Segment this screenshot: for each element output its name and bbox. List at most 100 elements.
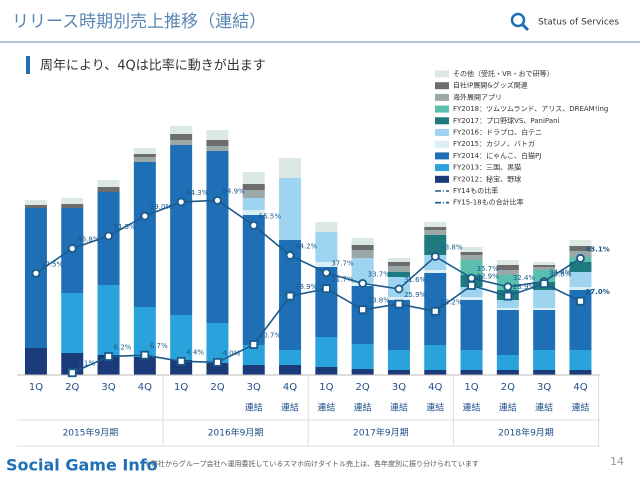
bar-segment <box>496 300 519 308</box>
legend-label: FY2015：カジノ、バトガ <box>453 139 535 148</box>
data-label: 23.8% <box>368 297 391 305</box>
data-label: 28.9% <box>513 283 536 291</box>
bar-segment <box>387 370 410 375</box>
bar-segment <box>242 184 265 190</box>
data-label: 23.2% <box>440 298 463 306</box>
line-marker <box>430 306 440 316</box>
line-marker <box>321 268 331 278</box>
data-label: 25.9% <box>404 291 427 299</box>
legend-label: FY14もの比率 <box>453 186 498 195</box>
x-sublabel: 連結 <box>390 402 408 414</box>
x-tick-label: 1Q <box>174 382 188 393</box>
bar-segment <box>242 190 265 198</box>
bar-segment <box>460 247 483 252</box>
data-label: 46.8% <box>77 236 100 244</box>
group-label: 2018年9月期 <box>498 427 554 439</box>
line-marker <box>176 356 186 366</box>
bar-segment <box>569 287 592 290</box>
line-marker <box>394 284 404 294</box>
bar-segment <box>533 265 556 267</box>
bar-segment <box>315 262 338 267</box>
bar-segment <box>242 210 265 215</box>
data-label: 64.9% <box>222 187 245 195</box>
bar-segment <box>206 363 229 375</box>
bar-segment <box>387 266 410 272</box>
bar-segment <box>351 245 374 250</box>
x-sublabel: 連結 <box>281 402 299 414</box>
data-label: 32.4% <box>513 274 536 282</box>
bar-segment <box>569 370 592 375</box>
bar-segment <box>496 370 519 375</box>
x-tick-label: 2Q <box>65 382 79 393</box>
bar-segment <box>460 300 483 350</box>
data-label: 44.2% <box>295 242 318 250</box>
line-marker <box>140 211 150 221</box>
x-tick-label: 1Q <box>464 382 478 393</box>
bar-segment <box>206 140 229 146</box>
data-label: 0.1% <box>77 360 95 368</box>
bar-segment <box>496 270 519 275</box>
group-label: 2016年9月期 <box>208 427 264 439</box>
data-label: 6.2% <box>114 344 132 352</box>
data-label: 31.7% <box>331 276 354 284</box>
group-label: 2017年9月期 <box>353 427 409 439</box>
bar-segment <box>170 134 193 140</box>
legend-label: 自社IP展開&グッズ関連 <box>453 81 528 90</box>
subtitle: 周年により、4Qは比率に動きが出ます <box>40 58 266 74</box>
line-marker <box>576 296 585 306</box>
legend-swatch <box>435 140 449 148</box>
bar-segment <box>315 367 338 375</box>
bar-segment <box>496 308 519 310</box>
data-label: 33.6% <box>549 271 572 279</box>
data-label: 28.9% <box>295 283 318 291</box>
bar-segment <box>61 198 84 204</box>
bar-segment <box>351 344 374 369</box>
legend-swatch <box>435 105 449 113</box>
bar-segment <box>133 162 156 307</box>
x-tick-label: 4Q <box>138 382 152 393</box>
bar-segment <box>424 370 447 375</box>
legend-swatch <box>435 129 449 136</box>
bar-segment <box>460 287 483 297</box>
bar-segment <box>315 267 338 337</box>
bar-segment <box>569 246 592 251</box>
bar-segment <box>460 255 483 260</box>
bar-segment <box>279 365 302 375</box>
line-marker <box>67 368 77 378</box>
legend-label: FY2014：にゃんこ、白猫PJ <box>453 151 541 160</box>
bar-segment <box>279 158 302 178</box>
bar-segment <box>170 126 193 134</box>
x-tick-label: 4Q <box>283 382 297 393</box>
line-marker <box>321 284 331 294</box>
line-marker <box>285 251 295 260</box>
legend-label: FY15-18もの合計比率 <box>453 198 524 207</box>
bar-segment <box>533 350 556 370</box>
bar-segment <box>24 200 47 205</box>
line-marker <box>358 305 368 315</box>
bar-segment <box>569 290 592 350</box>
bar-segment <box>460 252 483 255</box>
title: リリース時期別売上推移（連結） <box>12 12 266 32</box>
line-marker <box>430 252 440 261</box>
line-marker <box>104 231 113 241</box>
bar-segment <box>351 369 374 375</box>
x-tick-label: 3Q <box>247 382 261 393</box>
line-marker <box>249 340 259 349</box>
bar-segment <box>424 227 447 230</box>
legend-label: その他（受託・VR・おで研等） <box>453 69 554 78</box>
legend-label: FY2018：ツムツムランド、アリス、DREAM!ing <box>453 105 608 113</box>
bar-segment <box>24 348 47 375</box>
tagline: Status of Services <box>538 18 619 28</box>
x-sublabel: 連結 <box>571 402 589 414</box>
bar-segment <box>533 270 556 282</box>
bar-segment <box>496 310 519 355</box>
bar-segment <box>533 308 556 310</box>
legend-swatch <box>435 93 449 101</box>
chart: 1Q 2Q 3Q 4Q 1Q 2Q 3Q 連結 4Q 連結 1Q 連結 2Q 連結 3Q 連結 4Q 連結 1Q 連結… <box>17 69 610 447</box>
bar-segment <box>387 258 410 262</box>
data-label: 34.4% <box>549 268 572 276</box>
x-sublabel: 連結 <box>463 402 481 414</box>
bar-segment <box>315 232 338 262</box>
x-sublabel: 連結 <box>426 402 444 414</box>
